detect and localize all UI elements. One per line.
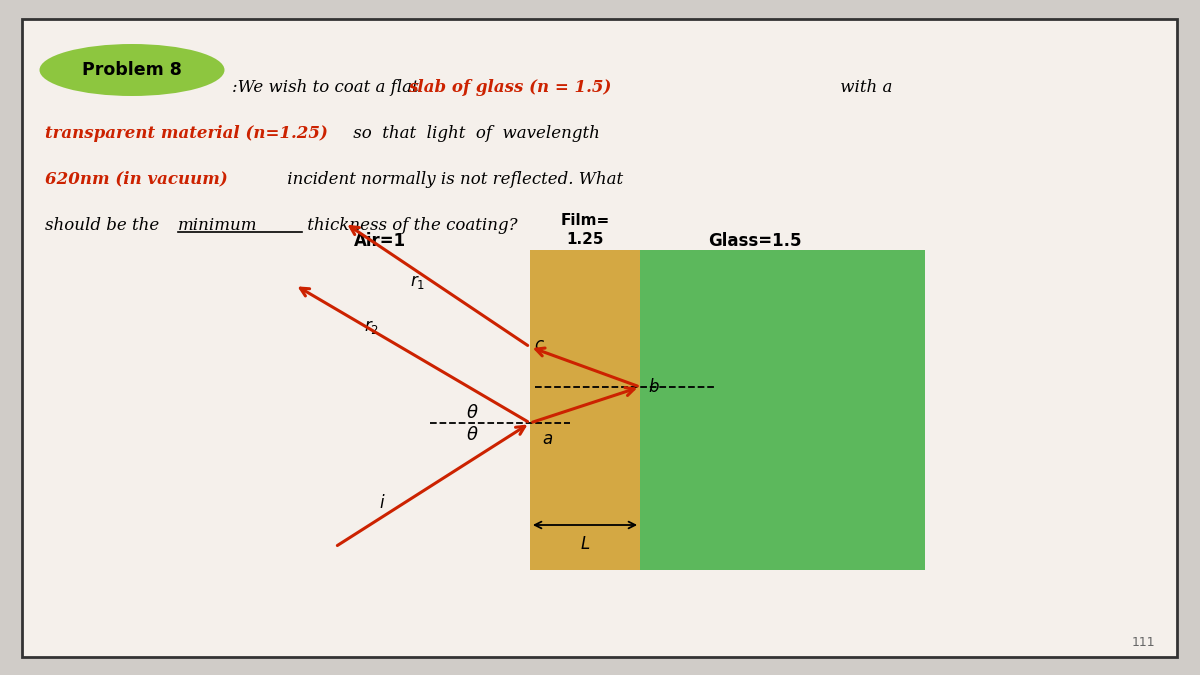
Text: Film=
1.25: Film= 1.25 bbox=[560, 213, 610, 247]
Text: slab of glass (n = 1.5): slab of glass (n = 1.5) bbox=[408, 78, 611, 95]
Text: so  that  light  of  wavelength: so that light of wavelength bbox=[348, 124, 600, 142]
Text: incident normally is not reflected. What: incident normally is not reflected. What bbox=[282, 171, 623, 188]
Text: $r_2$: $r_2$ bbox=[365, 318, 379, 336]
Text: with a: with a bbox=[835, 78, 893, 95]
Bar bbox=[530, 250, 640, 570]
Ellipse shape bbox=[40, 44, 224, 96]
Text: $b$: $b$ bbox=[648, 378, 660, 396]
Text: $\theta$: $\theta$ bbox=[466, 404, 479, 422]
Text: should be the: should be the bbox=[46, 217, 164, 234]
Text: $L$: $L$ bbox=[580, 535, 590, 553]
Text: 620nm (in vacuum): 620nm (in vacuum) bbox=[46, 171, 228, 188]
Text: $r_1$: $r_1$ bbox=[410, 273, 426, 291]
Text: Air=1: Air=1 bbox=[354, 232, 406, 250]
Bar bbox=[640, 250, 925, 570]
Text: :We wish to coat a flat: :We wish to coat a flat bbox=[232, 78, 424, 95]
Text: $c$: $c$ bbox=[534, 336, 545, 354]
Text: 111: 111 bbox=[1132, 637, 1154, 649]
Text: transparent material (n=1.25): transparent material (n=1.25) bbox=[46, 124, 328, 142]
Text: minimum: minimum bbox=[178, 217, 258, 234]
Text: Problem 8: Problem 8 bbox=[82, 61, 182, 79]
Text: $\theta$: $\theta$ bbox=[466, 426, 479, 444]
Text: $i$: $i$ bbox=[379, 494, 385, 512]
Text: thickness of the coating?: thickness of the coating? bbox=[302, 217, 517, 234]
Text: Glass=1.5: Glass=1.5 bbox=[708, 232, 802, 250]
Text: $a$: $a$ bbox=[542, 430, 553, 448]
